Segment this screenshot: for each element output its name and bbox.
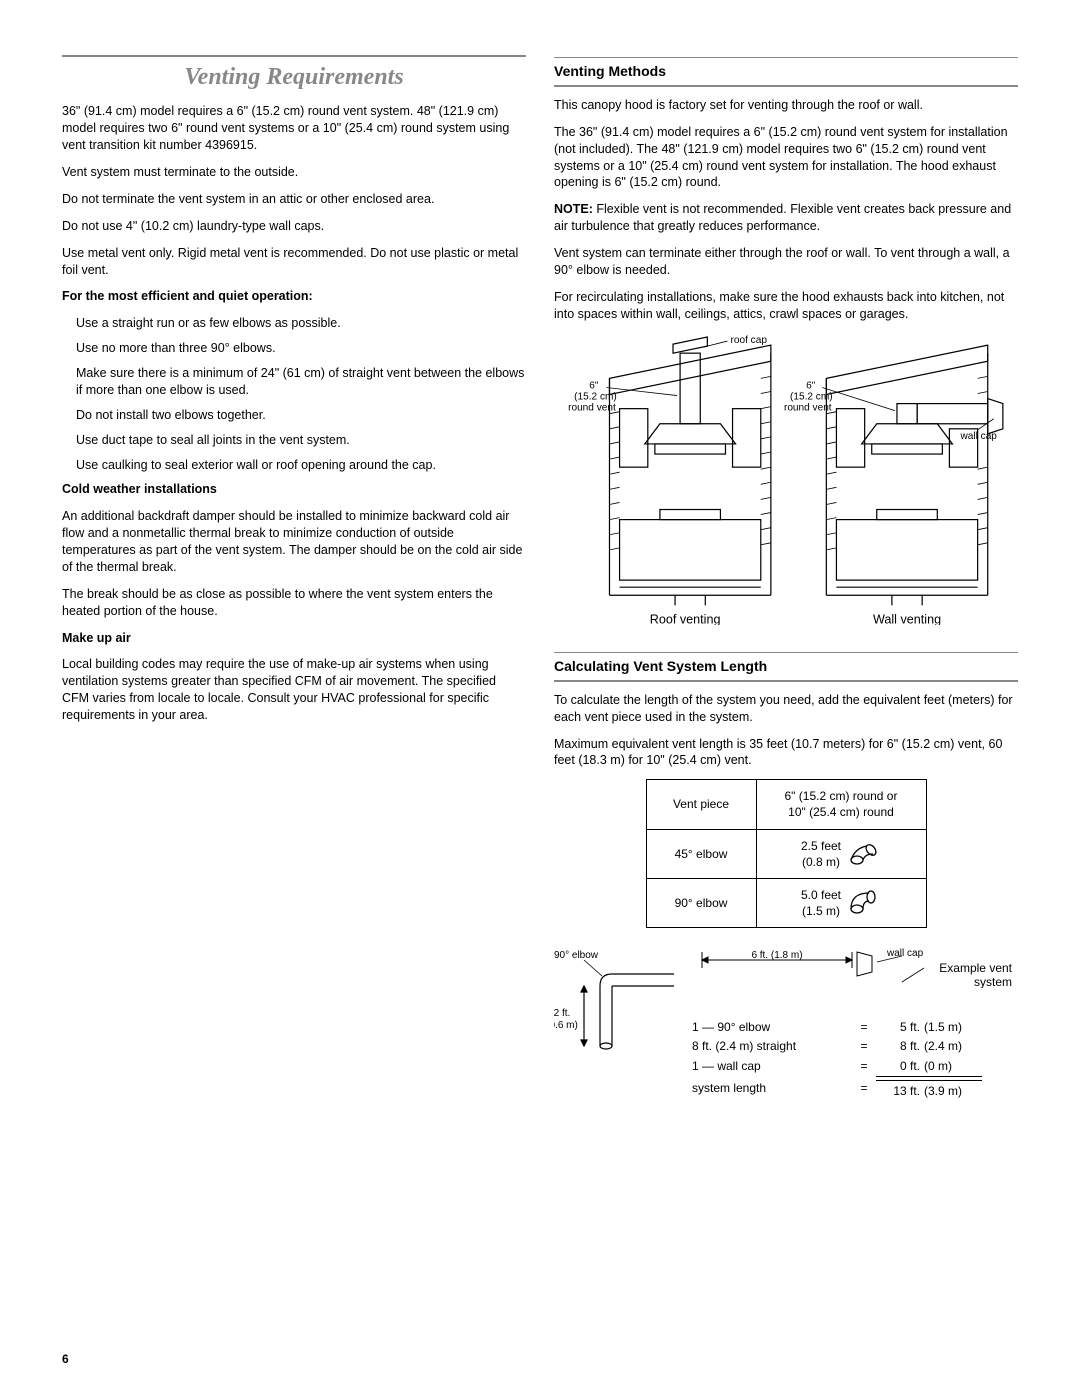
calc-row: 1 — 90° elbow=5 ft.(1.5 m) xyxy=(692,1019,1018,1035)
para: This canopy hood is factory set for vent… xyxy=(554,97,1018,114)
para: NOTE: Flexible vent is not recommended. … xyxy=(554,201,1018,235)
svg-text:round vent: round vent xyxy=(568,402,616,413)
table-row: 90° elbow 5.0 feet(1.5 m) xyxy=(646,879,926,928)
calc-row: 8 ft. (2.4 m) straight=8 ft.(2.4 m) xyxy=(692,1038,1018,1054)
page-number: 6 xyxy=(62,1351,69,1367)
calc-row: 1 — wall cap=0 ft.(0 m) xyxy=(692,1058,1018,1077)
para: Do not terminate the vent system in an a… xyxy=(62,191,526,208)
calc-row: system length=13 ft.(3.9 m) xyxy=(692,1080,1018,1099)
para: Do not use 4" (10.2 cm) laundry-type wal… xyxy=(62,218,526,235)
label-roof-cap: roof cap xyxy=(731,335,768,346)
para: Maximum equivalent vent length is 35 fee… xyxy=(554,736,1018,770)
right-column: Venting Methods This canopy hood is fact… xyxy=(554,55,1018,1102)
svg-text:(15.2 cm): (15.2 cm) xyxy=(790,391,833,402)
note-label: NOTE: xyxy=(554,202,593,216)
svg-text:6 ft. (1.8 m): 6 ft. (1.8 m) xyxy=(751,950,802,961)
svg-text:6": 6" xyxy=(589,380,599,391)
heading-venting-methods: Venting Methods xyxy=(554,57,1018,87)
label-wall-cap: wall cap xyxy=(960,430,998,441)
table-row: 45° elbow 2.5 feet(0.8 m) xyxy=(646,829,926,878)
para: The 36" (91.4 cm) model requires a 6" (1… xyxy=(554,124,1018,192)
caption-wall: Wall venting xyxy=(873,612,941,625)
example-top-labels: 6 ft. (1.8 m) wall cap Example vent syst… xyxy=(692,946,1018,988)
note-text: Flexible vent is not recommended. Flexib… xyxy=(554,202,1011,233)
caption-roof: Roof venting xyxy=(650,612,721,625)
svg-text:wall cap: wall cap xyxy=(886,948,924,959)
para: Local building codes may require the use… xyxy=(62,656,526,724)
svg-text:(15.2 cm): (15.2 cm) xyxy=(574,391,617,402)
th-vent-piece: Vent piece xyxy=(646,780,756,829)
subhead-makeup: Make up air xyxy=(62,630,526,647)
list-item: Use no more than three 90° elbows. xyxy=(76,340,526,357)
svg-text:90° elbow: 90° elbow xyxy=(554,950,599,961)
para: 36" (91.4 cm) model requires a 6" (15.2 … xyxy=(62,103,526,154)
list-item: Make sure there is a minimum of 24" (61 … xyxy=(76,365,526,399)
list-item: Use caulking to seal exterior wall or ro… xyxy=(76,457,526,474)
svg-text:system: system xyxy=(974,975,1012,988)
list-item: Use duct tape to seal all joints in the … xyxy=(76,432,526,449)
elbow-90-icon xyxy=(849,889,881,917)
svg-text:Example vent: Example vent xyxy=(939,961,1012,975)
heading-calc-length: Calculating Vent System Length xyxy=(554,652,1018,682)
svg-text:round vent: round vent xyxy=(784,402,832,413)
calc-rows: 1 — 90° elbow=5 ft.(1.5 m) 8 ft. (2.4 m) … xyxy=(692,1019,1018,1099)
venting-diagram: roof cap 6" (15.2 cm) round vent 6" (15.… xyxy=(554,333,1018,630)
bullet-list: Use a straight run or as few elbows as p… xyxy=(62,315,526,473)
list-item: Use a straight run or as few elbows as p… xyxy=(76,315,526,332)
svg-text:(0.6 m): (0.6 m) xyxy=(554,1020,578,1031)
subhead-cold: Cold weather installations xyxy=(62,481,526,498)
svg-text:2 ft.: 2 ft. xyxy=(554,1008,570,1019)
para: An additional backdraft damper should be… xyxy=(62,508,526,576)
left-column: Venting Requirements 36" (91.4 cm) model… xyxy=(62,55,526,1102)
example-diagram-svg: 90° elbow 2 ft. (0.6 m) xyxy=(554,946,684,1096)
venting-diagram-svg: roof cap 6" (15.2 cm) round vent 6" (15.… xyxy=(554,333,1018,626)
page-columns: Venting Requirements 36" (91.4 cm) model… xyxy=(62,55,1018,1102)
para: The break should be as close as possible… xyxy=(62,586,526,620)
para: To calculate the length of the system yo… xyxy=(554,692,1018,726)
svg-text:6": 6" xyxy=(806,380,816,391)
para: Vent system must terminate to the outsid… xyxy=(62,164,526,181)
para: Vent system can terminate either through… xyxy=(554,245,1018,279)
para: Use metal vent only. Rigid metal vent is… xyxy=(62,245,526,279)
elbow-45-icon xyxy=(849,840,881,868)
vent-length-table: Vent piece 6" (15.2 cm) round or10" (25.… xyxy=(646,779,927,928)
para: For recirculating installations, make su… xyxy=(554,289,1018,323)
th-round: 6" (15.2 cm) round or10" (25.4 cm) round xyxy=(756,780,926,829)
section-title: Venting Requirements xyxy=(62,55,526,93)
example-vent-system: 90° elbow 2 ft. (0.6 m) xyxy=(554,946,1018,1102)
list-item: Do not install two elbows together. xyxy=(76,407,526,424)
subhead-efficient: For the most efficient and quiet operati… xyxy=(62,288,526,305)
